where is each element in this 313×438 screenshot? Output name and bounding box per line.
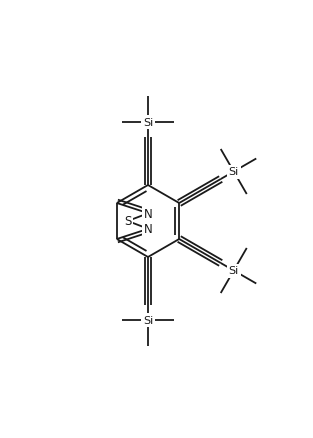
Text: Si: Si: [143, 118, 153, 128]
Text: N: N: [144, 223, 152, 236]
Text: Si: Si: [143, 315, 153, 325]
Text: S: S: [124, 215, 131, 228]
Text: N: N: [144, 207, 152, 220]
Text: Si: Si: [228, 266, 239, 276]
Text: Si: Si: [228, 167, 239, 177]
